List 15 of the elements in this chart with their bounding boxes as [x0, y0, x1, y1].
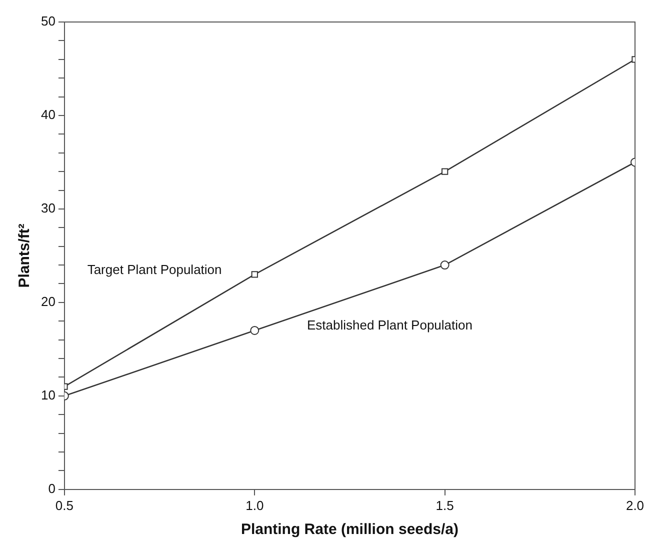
series-label: Target Plant Population	[87, 262, 222, 278]
x-tick-label: 1.5	[436, 498, 454, 513]
x-tick-label: 2.0	[626, 498, 644, 513]
point	[251, 271, 258, 278]
y-axis-title: Plants/ft²	[16, 224, 34, 288]
y-tick-label: 20	[40, 294, 56, 310]
series-label: Established Plant Population	[306, 317, 472, 332]
x-tick-label: 0.5	[55, 498, 74, 513]
y-tick-label: 50	[40, 14, 56, 29]
y-tick-label: 40	[40, 107, 56, 122]
x-axis-title: Planting Rate (million seeds/a)	[240, 521, 459, 538]
x-tick-label: 1.0	[246, 498, 264, 513]
y-tick-label: 10	[40, 388, 56, 402]
y-tick-label: 0	[48, 480, 56, 496]
y-tick-label: 30	[40, 200, 56, 216]
